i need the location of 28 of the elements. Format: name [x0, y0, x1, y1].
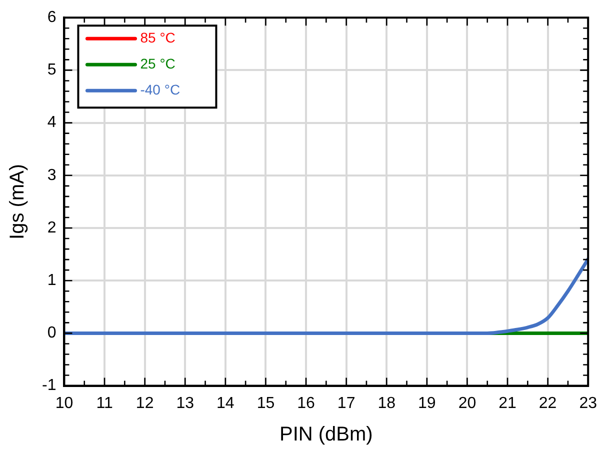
y-tick-label: -1: [42, 377, 56, 394]
legend-label: -40 °C: [140, 81, 180, 98]
y-tick-label: 5: [47, 62, 56, 79]
x-tick-label: 23: [579, 394, 598, 412]
x-tick-label: 20: [458, 394, 476, 412]
legend-label: 85 °C: [140, 29, 176, 46]
x-tick-label: 12: [136, 394, 154, 412]
x-tick-label: 16: [297, 394, 316, 412]
x-tick-label: 15: [256, 394, 275, 412]
x-tick-label: 21: [498, 394, 517, 412]
y-tick-label: 1: [47, 272, 56, 290]
x-tick-label: 13: [176, 394, 194, 412]
x-tick-label: 11: [96, 394, 113, 412]
y-axis-title: Igs (mA): [6, 164, 29, 240]
x-tick-label: 10: [55, 394, 74, 412]
x-tick-label: 18: [378, 394, 396, 412]
x-axis-title: PIN (dBm): [279, 424, 373, 446]
line-series: [64, 257, 588, 335]
x-tick-label: 22: [538, 394, 557, 412]
y-tick-label: 2: [47, 219, 56, 236]
y-tick-label: 4: [47, 114, 56, 132]
y-tick-label: 0: [47, 324, 56, 342]
x-tick-label: 19: [418, 394, 436, 412]
legend-label: 25 °C: [140, 55, 176, 72]
x-tick-label: 17: [337, 394, 356, 412]
x-tick-label: 14: [216, 394, 234, 412]
y-tick-label: 6: [47, 9, 56, 26]
y-tick-label: 3: [47, 166, 56, 184]
